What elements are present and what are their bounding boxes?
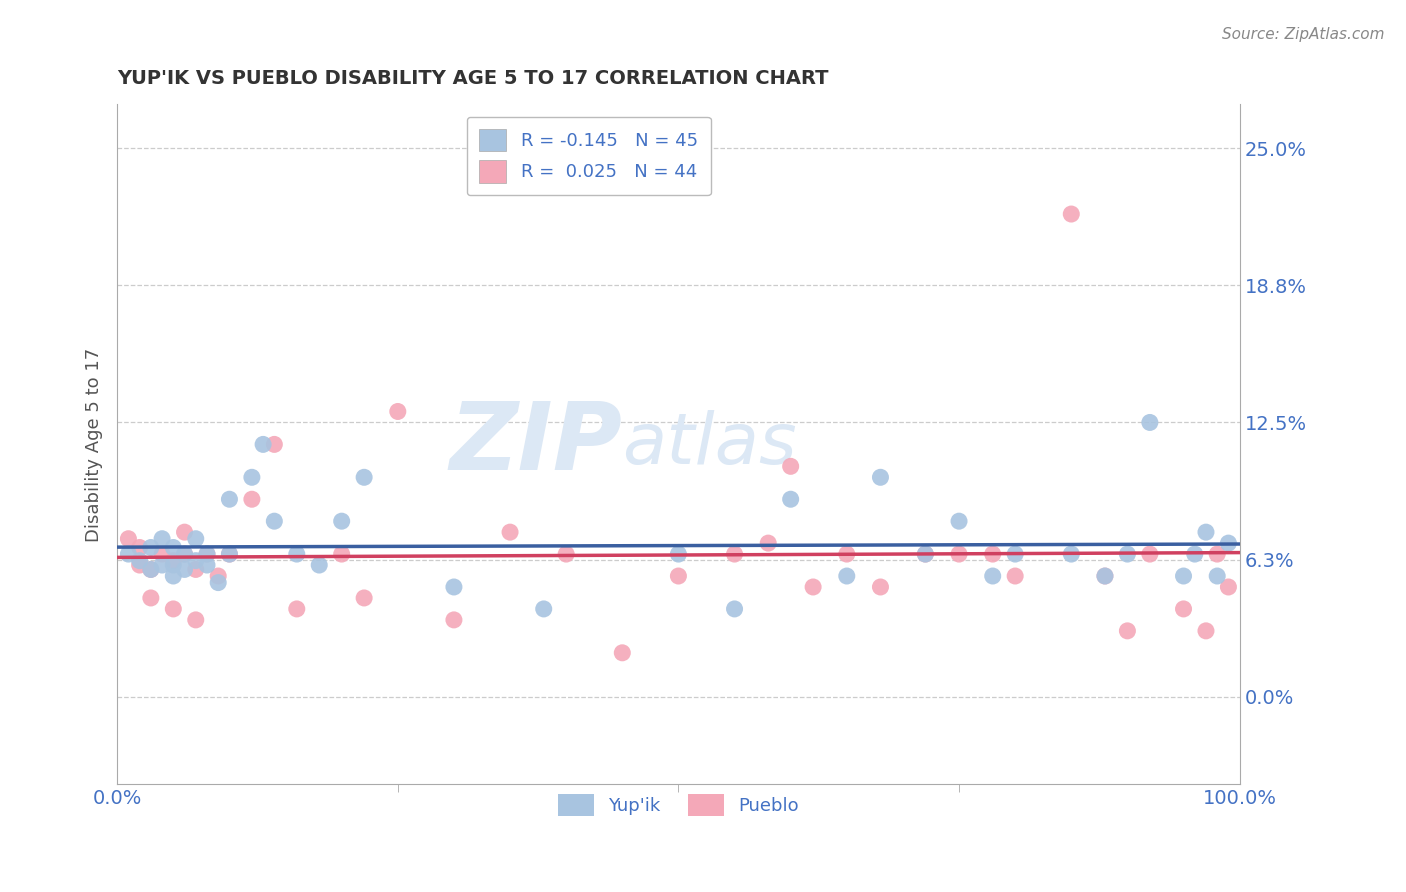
Point bbox=[668, 547, 690, 561]
Point bbox=[443, 613, 465, 627]
Point bbox=[240, 492, 263, 507]
Point bbox=[218, 547, 240, 561]
Point bbox=[218, 492, 240, 507]
Text: YUP'IK VS PUEBLO DISABILITY AGE 5 TO 17 CORRELATION CHART: YUP'IK VS PUEBLO DISABILITY AGE 5 TO 17 … bbox=[117, 69, 828, 87]
Text: atlas: atlas bbox=[623, 410, 797, 479]
Point bbox=[173, 562, 195, 576]
Point bbox=[285, 547, 308, 561]
Point bbox=[533, 602, 555, 616]
Point bbox=[139, 562, 162, 576]
Point bbox=[914, 547, 936, 561]
Point bbox=[117, 532, 139, 546]
Point bbox=[387, 404, 409, 418]
Point bbox=[723, 547, 745, 561]
Point bbox=[1139, 547, 1161, 561]
Point bbox=[184, 554, 207, 568]
Text: ZIP: ZIP bbox=[450, 399, 623, 491]
Point bbox=[779, 492, 801, 507]
Point bbox=[1139, 416, 1161, 430]
Point bbox=[184, 532, 207, 546]
Point bbox=[756, 536, 779, 550]
Point bbox=[162, 554, 184, 568]
Legend: Yup'ik, Pueblo: Yup'ik, Pueblo bbox=[551, 787, 806, 823]
Point bbox=[981, 569, 1004, 583]
Point bbox=[1173, 569, 1195, 583]
Point bbox=[207, 575, 229, 590]
Point bbox=[218, 547, 240, 561]
Point bbox=[162, 541, 184, 555]
Point bbox=[1004, 569, 1026, 583]
Point bbox=[184, 613, 207, 627]
Point bbox=[128, 541, 150, 555]
Point bbox=[128, 554, 150, 568]
Point bbox=[948, 547, 970, 561]
Point bbox=[869, 580, 891, 594]
Point bbox=[285, 602, 308, 616]
Point bbox=[150, 547, 173, 561]
Point bbox=[1206, 569, 1229, 583]
Point bbox=[173, 547, 195, 561]
Point bbox=[779, 459, 801, 474]
Point bbox=[117, 547, 139, 561]
Point bbox=[1116, 547, 1139, 561]
Point bbox=[1060, 547, 1083, 561]
Point bbox=[1094, 569, 1116, 583]
Point bbox=[263, 514, 285, 528]
Point bbox=[1218, 580, 1240, 594]
Point bbox=[948, 514, 970, 528]
Y-axis label: Disability Age 5 to 17: Disability Age 5 to 17 bbox=[86, 347, 103, 541]
Point bbox=[207, 569, 229, 583]
Point bbox=[499, 525, 522, 540]
Point bbox=[723, 602, 745, 616]
Point bbox=[330, 514, 353, 528]
Point bbox=[139, 591, 162, 605]
Point bbox=[128, 558, 150, 572]
Point bbox=[1004, 547, 1026, 561]
Point bbox=[1195, 624, 1218, 638]
Point bbox=[139, 562, 162, 576]
Point bbox=[914, 547, 936, 561]
Point bbox=[162, 569, 184, 583]
Point bbox=[1218, 536, 1240, 550]
Point bbox=[801, 580, 824, 594]
Text: Source: ZipAtlas.com: Source: ZipAtlas.com bbox=[1222, 27, 1385, 42]
Point bbox=[1173, 602, 1195, 616]
Point bbox=[1184, 547, 1206, 561]
Point bbox=[252, 437, 274, 451]
Point bbox=[184, 562, 207, 576]
Point bbox=[869, 470, 891, 484]
Point bbox=[173, 547, 195, 561]
Point bbox=[263, 437, 285, 451]
Point bbox=[612, 646, 634, 660]
Point bbox=[162, 558, 184, 572]
Point bbox=[240, 470, 263, 484]
Point bbox=[330, 547, 353, 561]
Point bbox=[835, 569, 858, 583]
Point bbox=[1116, 624, 1139, 638]
Point bbox=[1195, 525, 1218, 540]
Point bbox=[353, 470, 375, 484]
Point bbox=[353, 591, 375, 605]
Point bbox=[555, 547, 578, 561]
Point bbox=[443, 580, 465, 594]
Point bbox=[195, 547, 218, 561]
Point bbox=[195, 547, 218, 561]
Point bbox=[668, 569, 690, 583]
Point bbox=[308, 558, 330, 572]
Point bbox=[150, 532, 173, 546]
Point bbox=[195, 558, 218, 572]
Point bbox=[1206, 547, 1229, 561]
Point bbox=[150, 558, 173, 572]
Point bbox=[1094, 569, 1116, 583]
Point bbox=[139, 541, 162, 555]
Point bbox=[981, 547, 1004, 561]
Point bbox=[173, 525, 195, 540]
Point bbox=[162, 602, 184, 616]
Point bbox=[1060, 207, 1083, 221]
Point bbox=[835, 547, 858, 561]
